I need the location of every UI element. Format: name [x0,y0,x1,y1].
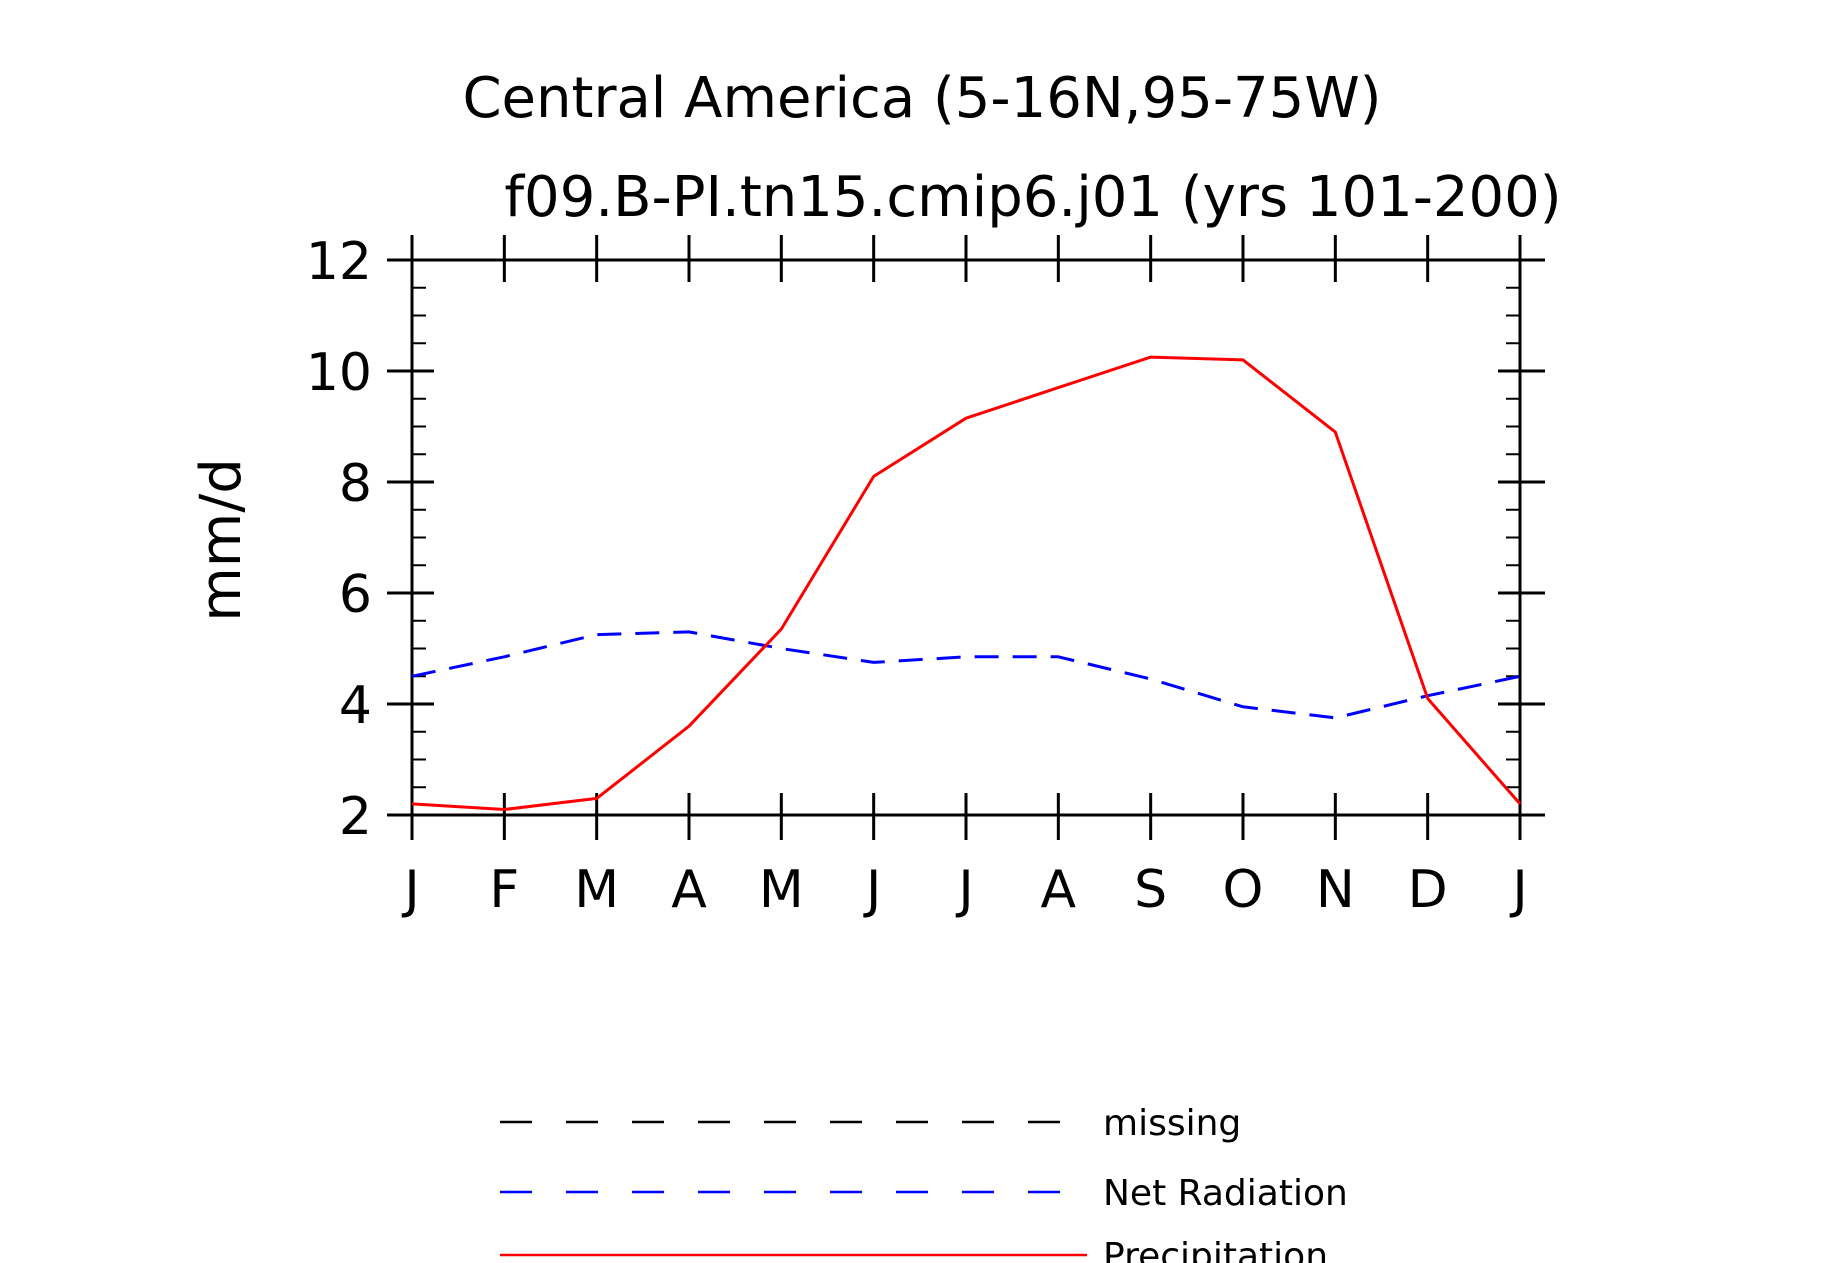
x-tick-label: A [1041,860,1077,920]
x-tick-label: A [671,860,707,920]
x-tick-label: D [1408,860,1448,920]
y-tick-label: 6 [339,565,372,625]
x-tick-label: J [863,860,881,920]
legend-label: Precipitation [1103,1236,1328,1263]
chart-title: Central America (5-16N,95-75W) [462,66,1381,131]
legend: missing Net Radiation Precipitation [500,1103,1348,1263]
y-tick-label: 10 [306,343,372,403]
chart-subtitle: f09.B-PI.tn15.cmip6.j01 (yrs 101-200) [504,165,1561,230]
legend-label: missing [1103,1103,1241,1144]
x-tick-label: J [401,860,419,920]
x-tick-label: J [1509,860,1527,920]
x-tick-label: N [1316,860,1355,920]
y-axis-label: mm/d [189,458,254,622]
y-tick-label: 2 [339,787,372,847]
series-line-precipitation [411,355,1522,811]
x-tick-label: F [489,860,519,920]
legend-label: Net Radiation [1103,1173,1348,1214]
y-tick-label: 12 [306,232,372,292]
x-tick-label: M [574,860,619,920]
x-tick-label: J [955,860,973,920]
x-tick-label: M [759,860,804,920]
y-tick-label: 4 [339,676,372,736]
series-line-net-radiation [411,630,1521,720]
y-tick-label: 8 [339,454,372,514]
x-tick-label: S [1134,860,1167,920]
plot-frame [410,258,1522,817]
x-tick-label: O [1223,860,1264,920]
